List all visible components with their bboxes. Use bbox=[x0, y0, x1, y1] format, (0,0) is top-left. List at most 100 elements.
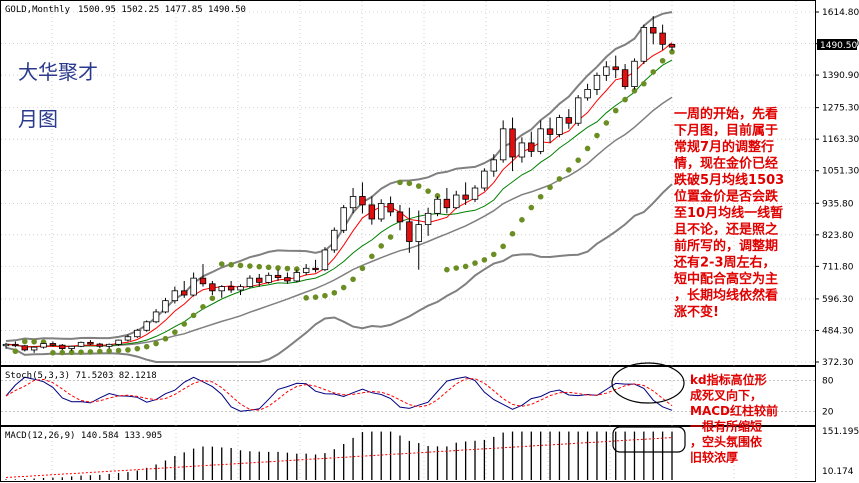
sar-dot bbox=[265, 264, 272, 271]
sar-dot bbox=[12, 348, 19, 355]
ma-slow-line bbox=[5, 59, 673, 348]
price-tick-label: 1163.30 bbox=[822, 135, 859, 145]
sar-dot bbox=[462, 263, 469, 270]
stoch-tick-label: 20 bbox=[822, 408, 834, 418]
sar-dot bbox=[125, 347, 131, 353]
candle-body bbox=[359, 196, 366, 206]
sar-dot bbox=[612, 107, 619, 114]
candle-body bbox=[331, 229, 338, 251]
sar-dot bbox=[78, 349, 84, 355]
sar-dot bbox=[406, 180, 413, 187]
candle-body bbox=[274, 274, 282, 278]
sar-dot bbox=[218, 261, 225, 267]
candle-body bbox=[312, 267, 319, 271]
macd-tick-label: 151.195 bbox=[822, 427, 859, 437]
candle-body bbox=[21, 345, 28, 351]
sar-dot bbox=[519, 217, 525, 223]
candle-body bbox=[96, 343, 104, 347]
sar-dot bbox=[228, 261, 234, 268]
sar-dot bbox=[453, 265, 460, 271]
sar-dot bbox=[622, 96, 628, 103]
sar-dot bbox=[415, 183, 422, 189]
bollinger-upper bbox=[5, 11, 673, 342]
main-annotation-line: 位置金价是否会跌 bbox=[674, 189, 779, 205]
sar-dot bbox=[312, 294, 319, 300]
sar-dot bbox=[31, 338, 37, 345]
kd-annotation-line: 成死叉向下， bbox=[690, 388, 762, 403]
macd-highlight-box bbox=[612, 426, 686, 453]
main-annotation-line: 短中配合高空为主 bbox=[674, 271, 778, 287]
candle-body bbox=[481, 170, 488, 189]
candle-body bbox=[518, 142, 526, 158]
macd-axis: 151.195 10.174 bbox=[822, 427, 859, 477]
main-annotation-line: 跌破5月均线1503 bbox=[674, 172, 784, 188]
candle-body bbox=[565, 117, 573, 124]
main-annotation-line: 一周的开始，先看 bbox=[674, 106, 778, 122]
chart-symbol: GOLD,Monthly bbox=[5, 5, 71, 15]
sar-dot bbox=[115, 347, 122, 354]
macd-tick-label: 10.174 bbox=[822, 467, 854, 477]
candle-body bbox=[190, 277, 197, 296]
stoch-axis: 80 20 bbox=[822, 376, 834, 417]
sar-dot bbox=[172, 329, 178, 335]
macd-signal-line bbox=[5, 437, 673, 478]
sar-dot bbox=[537, 193, 544, 200]
sar-dot bbox=[106, 348, 112, 354]
candle-body bbox=[349, 196, 357, 209]
candle-body bbox=[650, 27, 657, 34]
sar-dot bbox=[303, 295, 309, 301]
candle-body bbox=[593, 74, 601, 90]
macd-bars bbox=[5, 431, 673, 480]
candle-body bbox=[209, 283, 216, 292]
candle-body bbox=[30, 346, 38, 351]
candle-body bbox=[377, 203, 385, 220]
main-annotation-line: 下月图，目前属于 bbox=[674, 123, 778, 139]
sar-dot bbox=[603, 120, 610, 126]
candle-body bbox=[509, 128, 516, 158]
sar-dot bbox=[650, 69, 657, 75]
sar-dot bbox=[87, 349, 94, 355]
grid-lines bbox=[1, 1, 815, 481]
macd-panel bbox=[0, 426, 816, 482]
candle-body bbox=[453, 194, 460, 209]
main-annotation: 一周的开始，先看下月图，目前属于常规7月的调整行情，现在金价已经跌破5月均线15… bbox=[673, 106, 784, 320]
price-axis: 1614.801502.301390.901275.301163.301051.… bbox=[815, 8, 859, 368]
candle-body bbox=[227, 286, 235, 291]
candle-body bbox=[134, 329, 141, 338]
sar-dot bbox=[293, 266, 300, 272]
price-tick-label: 372.30 bbox=[822, 358, 854, 368]
macd-label: MACD(12,26,9) 140.584 133.905 bbox=[5, 431, 162, 441]
candle-body bbox=[246, 277, 254, 287]
sar-dot bbox=[556, 176, 563, 182]
kd-annotation-line: 旧较浓厚 bbox=[690, 450, 738, 465]
sar-dot bbox=[181, 321, 188, 327]
sar-dot bbox=[97, 348, 103, 355]
sar-dot bbox=[256, 263, 263, 270]
candle-body bbox=[302, 267, 310, 273]
candle-body bbox=[218, 286, 225, 292]
sar-dot bbox=[134, 345, 141, 352]
candle-body bbox=[340, 207, 347, 231]
sar-dot bbox=[472, 260, 478, 266]
candles bbox=[2, 16, 676, 353]
sar-dot bbox=[209, 295, 216, 302]
candle-body bbox=[293, 272, 301, 282]
candle-body bbox=[265, 274, 272, 283]
candle-body bbox=[462, 194, 469, 200]
candle-body bbox=[284, 277, 291, 282]
candle-body bbox=[143, 321, 150, 331]
parabolic-sar bbox=[12, 49, 675, 356]
bollinger-lower bbox=[5, 183, 673, 363]
sar-dot bbox=[21, 338, 28, 345]
sar-dot bbox=[594, 132, 600, 139]
candle-body bbox=[77, 341, 85, 347]
sar-dot bbox=[275, 265, 281, 271]
sar-dot bbox=[631, 87, 638, 94]
sar-dot bbox=[359, 265, 366, 272]
candle-body bbox=[621, 69, 629, 87]
stoch-highlight-ellipse bbox=[611, 362, 685, 404]
candle-body bbox=[40, 343, 47, 348]
stoch-k-line bbox=[5, 376, 673, 412]
candle-body bbox=[415, 224, 422, 242]
